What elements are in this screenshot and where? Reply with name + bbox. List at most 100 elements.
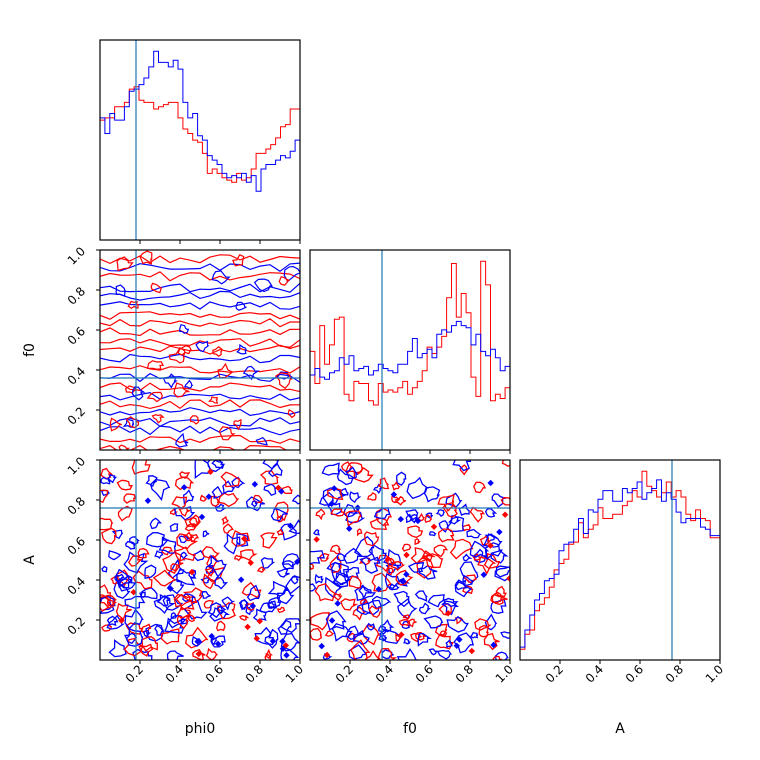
contour-red xyxy=(220,471,241,488)
contour-blue xyxy=(473,548,487,564)
y-tick-label: 0.8 xyxy=(65,494,88,517)
contour-blue xyxy=(267,580,289,597)
contour-blue xyxy=(131,386,146,401)
contour-red xyxy=(368,605,382,619)
contour-red xyxy=(495,585,507,598)
contour-blue xyxy=(235,301,247,311)
hist-line-blue-phi0 xyxy=(100,50,300,192)
contour-dot-red xyxy=(253,635,260,642)
contour-red xyxy=(459,464,469,476)
contour-red xyxy=(377,647,398,660)
contour-dot-red xyxy=(247,559,254,567)
contour-red xyxy=(364,531,380,547)
contour-red xyxy=(101,624,112,632)
contour-red xyxy=(187,613,197,623)
contour-blue xyxy=(154,624,165,637)
contour-blue xyxy=(469,631,479,639)
contour-dot-blue xyxy=(279,638,286,645)
contour-red xyxy=(340,461,355,474)
contour-dot-blue xyxy=(194,638,201,645)
contour-red xyxy=(356,528,363,537)
contour-red xyxy=(350,639,371,660)
contour-blue xyxy=(495,565,510,578)
contour-dot-red xyxy=(275,484,282,492)
contour-dot-red xyxy=(444,610,452,617)
contour-dot-blue xyxy=(249,602,257,610)
contour-red xyxy=(100,489,109,504)
contour-blue xyxy=(106,615,119,627)
contour-blue xyxy=(255,436,268,446)
contour-blue xyxy=(378,625,387,636)
contour-red xyxy=(437,528,455,543)
contour-band-blue xyxy=(100,290,300,301)
contour-blue xyxy=(153,595,177,615)
contour-blue xyxy=(162,594,184,611)
contour-blue xyxy=(254,626,274,646)
contour-red xyxy=(334,592,343,601)
contour-blue xyxy=(246,584,261,602)
contour-blue xyxy=(166,578,185,595)
contour-blue xyxy=(359,556,381,574)
contour-blue xyxy=(406,476,429,500)
contour-dot-blue xyxy=(198,513,206,521)
contour-dot-blue xyxy=(375,585,382,593)
contour-dot-red xyxy=(188,568,196,576)
contour-blue xyxy=(178,535,191,544)
contour-red xyxy=(329,544,341,555)
contour-red xyxy=(176,613,190,630)
contour-red xyxy=(367,492,377,501)
contour-dot-blue xyxy=(399,578,407,585)
contour-dot-red xyxy=(468,647,476,655)
contour-blue xyxy=(388,583,400,591)
x-tick-label: 0.8 xyxy=(243,662,266,685)
contour-blue xyxy=(417,564,438,580)
contour-red xyxy=(417,512,425,522)
contour-blue xyxy=(336,553,348,562)
contour-red xyxy=(483,552,501,569)
contour-blue xyxy=(260,557,276,570)
x-tick-label: 0.6 xyxy=(203,662,226,685)
contour-red xyxy=(478,624,490,638)
contour-blue xyxy=(183,379,193,389)
contour-blue xyxy=(164,617,185,634)
contour-blue xyxy=(264,628,279,649)
contour-blue xyxy=(108,639,127,658)
contour-blue xyxy=(149,517,163,530)
contour-blue xyxy=(207,554,227,578)
contour-red xyxy=(276,514,284,523)
contour-red xyxy=(407,525,424,539)
contour-blue xyxy=(267,600,276,610)
contour-dot-blue xyxy=(318,642,325,650)
contour-red xyxy=(492,655,503,660)
contour-blue xyxy=(263,483,278,496)
contour-blue xyxy=(445,639,453,648)
contour-blue xyxy=(436,649,453,660)
contour-red xyxy=(265,648,274,659)
contour-blue xyxy=(231,476,246,489)
contour-blue xyxy=(280,523,297,541)
contour-red xyxy=(179,471,191,479)
contour-red xyxy=(176,533,199,550)
contour-blue xyxy=(500,631,510,639)
contour-red xyxy=(216,620,226,632)
contour-red xyxy=(116,256,134,272)
contour-red xyxy=(454,616,464,625)
contour-blue xyxy=(314,573,324,585)
contour-blue xyxy=(325,610,347,631)
contour-red xyxy=(140,643,154,657)
x-tick-label: 0.8 xyxy=(453,662,476,685)
contour-red xyxy=(128,554,143,567)
contour-band-red xyxy=(100,365,300,374)
contour-blue xyxy=(443,597,459,608)
contour-red xyxy=(329,555,342,574)
contour-red xyxy=(424,514,433,524)
contour-red xyxy=(177,345,193,356)
contour-blue xyxy=(115,284,126,297)
contour-blue xyxy=(332,572,349,588)
contour-red xyxy=(127,300,139,310)
contour-red xyxy=(277,606,286,614)
contour-blue xyxy=(183,599,208,620)
contour-dot-red xyxy=(501,511,509,518)
contour-blue xyxy=(484,533,498,544)
x-axis-label-A: A xyxy=(615,721,625,737)
